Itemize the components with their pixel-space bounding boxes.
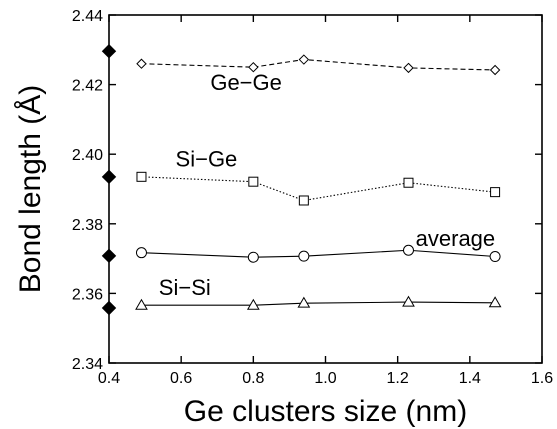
y-tick-label: 2.38 [72,217,103,234]
x-tick-label: 0.6 [170,370,192,387]
x-tick-label: 0.8 [242,370,264,387]
series-si-si [135,295,502,310]
data-point-si-ge [248,176,259,187]
x-tick-label: 1.4 [459,370,481,387]
data-point-si-ge [490,187,501,198]
reference-point [101,43,117,59]
plot-frame [108,14,543,364]
y-tick-label: 2.34 [72,356,103,373]
y-tick-label: 2.40 [72,147,103,164]
series-annotation: Si−Ge [176,146,238,171]
series-si-ge [136,171,501,206]
data-point-si-si [488,296,502,308]
series-group [135,54,502,310]
y-tick-label: 2.42 [72,78,103,95]
series-line-si-si [141,301,496,306]
data-point-ge-ge [298,54,310,65]
x-tick-label: 1.6 [531,370,553,387]
data-point-si-ge [298,195,309,206]
reference-point [101,300,117,316]
series-annotation: Si−Si [159,275,211,300]
series-annotation: average [416,226,496,251]
series-line-average [141,249,496,258]
data-point-ge-ge [136,58,147,69]
reference-point [101,248,117,264]
series-line-ge-ge [141,58,496,71]
y-tick-label: 2.36 [72,286,103,303]
x-tick-label: 0.4 [98,370,120,387]
data-point-average [135,247,147,259]
data-point-average [402,244,414,256]
data-point-si-ge [136,171,147,182]
data-point-si-si [297,296,311,308]
y-tick-label: 2.44 [72,8,103,25]
data-point-average [247,251,259,263]
x-tick-label: 1.0 [314,370,336,387]
data-point-si-si [402,295,415,307]
data-point-si-ge [403,177,414,188]
series-ge-ge [136,54,501,76]
annotations: Ge−Ge Si−Ge average Si−Si [159,70,495,300]
series-line-si-ge [141,176,496,202]
data-point-ge-ge [248,61,259,73]
axis-ticks: 0.4 0.6 0.8 1.0 1.2 1.4 1.6 2.34 2.36 2.38 2.40 2.4… [72,8,553,387]
x-axis-label: Ge clusters size (nm) [184,395,467,428]
data-point-si-si [135,298,148,310]
y-axis-label: Bond length (Å) [14,85,47,293]
data-point-si-si [246,298,260,310]
data-point-ge-ge [403,62,414,74]
series-average [135,244,501,263]
data-point-average [298,250,310,262]
series-annotation: Ge−Ge [210,70,282,95]
reference-points [101,43,117,316]
reference-point [101,169,117,185]
data-point-ge-ge [489,64,501,76]
x-tick-label: 1.2 [387,370,409,387]
data-point-average [489,251,501,263]
